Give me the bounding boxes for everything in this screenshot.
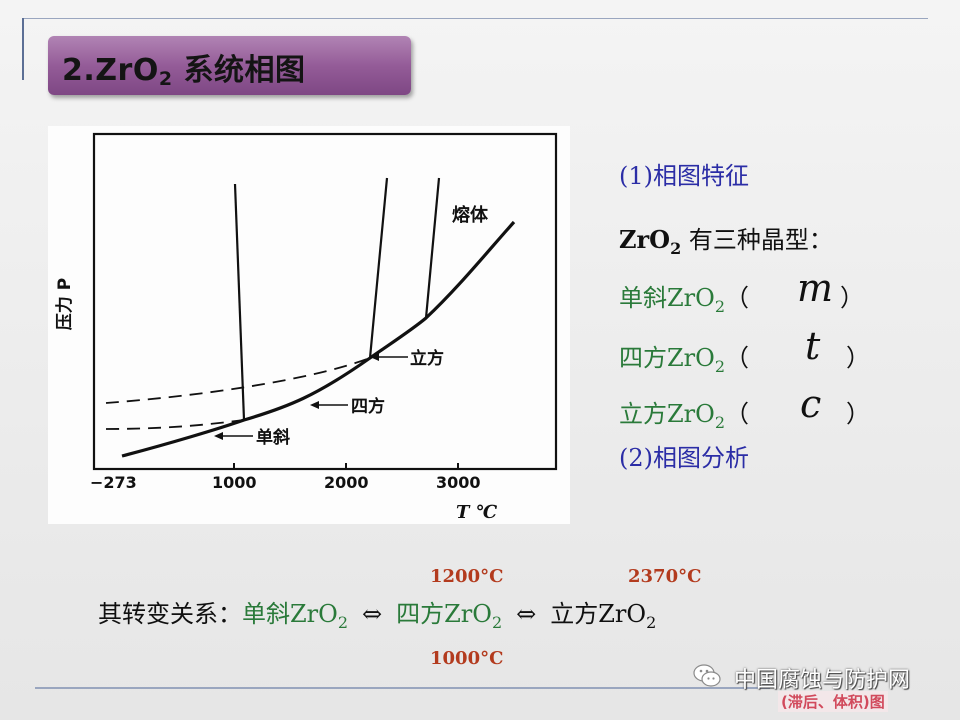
boundary-curve [121,220,516,458]
symbol-t: t [805,324,821,368]
wechat-icon [693,664,721,687]
close-paren: ） [846,400,870,428]
temp-heat-1: 1200°C [430,566,504,587]
label-tetragonal: 四方 [351,396,385,417]
heading-analysis: (2)相图分析 [619,444,749,472]
x-tick-label: −273 [90,473,137,492]
plot-frame [92,132,558,471]
intro-line: ZrO2 有三种晶型： [619,225,833,258]
form-cubic: 立方ZrO2（ [619,400,750,432]
watermark-tag: (滞后、体积)图 [778,691,888,712]
title-bar: 2.ZrO2 系统相图 [48,36,411,95]
y-axis-label: 压力 P [54,278,75,330]
x-axis-label: T ℃ [456,502,498,523]
symbol-m: m [797,266,834,310]
top-rule [22,18,928,19]
left-accent-rule [22,18,24,80]
close-paren: ） [846,344,870,372]
form-monoclinic: 单斜ZrO2（ [619,284,750,316]
close-paren: ） [840,284,864,312]
heading-features: (1)相图特征 [619,162,749,190]
temp-cool-1: 1000°C [430,648,504,669]
boundary-cubic-melt [424,177,441,319]
symbol-c: c [800,382,822,426]
form-tetragonal: 四方ZrO2（ [619,344,750,376]
dashed-line-upper [105,357,371,404]
x-tick-label: 1000 [212,473,257,492]
watermark: 中国腐蚀与防护网 (滞后、体积)图 [692,658,942,716]
label-melt: 熔体 [452,204,489,226]
boundary-tetra-cubic [368,177,389,359]
watermark-name: 中国腐蚀与防护网 [734,668,911,693]
bottom-rule [35,687,770,689]
temp-heat-2: 2370°C [628,566,702,587]
slide-title: 2.ZrO2 系统相图 [62,53,306,90]
phase-diagram: 熔体 立方 四方 单斜 −273 1000 2000 3000 T ℃ 压力 P [48,126,570,524]
boundary-mono-tetra [233,183,246,421]
x-tick-label: 3000 [436,473,481,492]
x-tick-label: 2000 [324,473,369,492]
label-cubic: 立方 [410,348,444,369]
relation-line: 其转变关系：单斜ZrO2 ⇔ 四方ZrO2 ⇔ 立方ZrO2 [98,600,657,632]
label-monoclinic: 单斜 [256,427,290,448]
dashed-line-lower [105,419,245,430]
